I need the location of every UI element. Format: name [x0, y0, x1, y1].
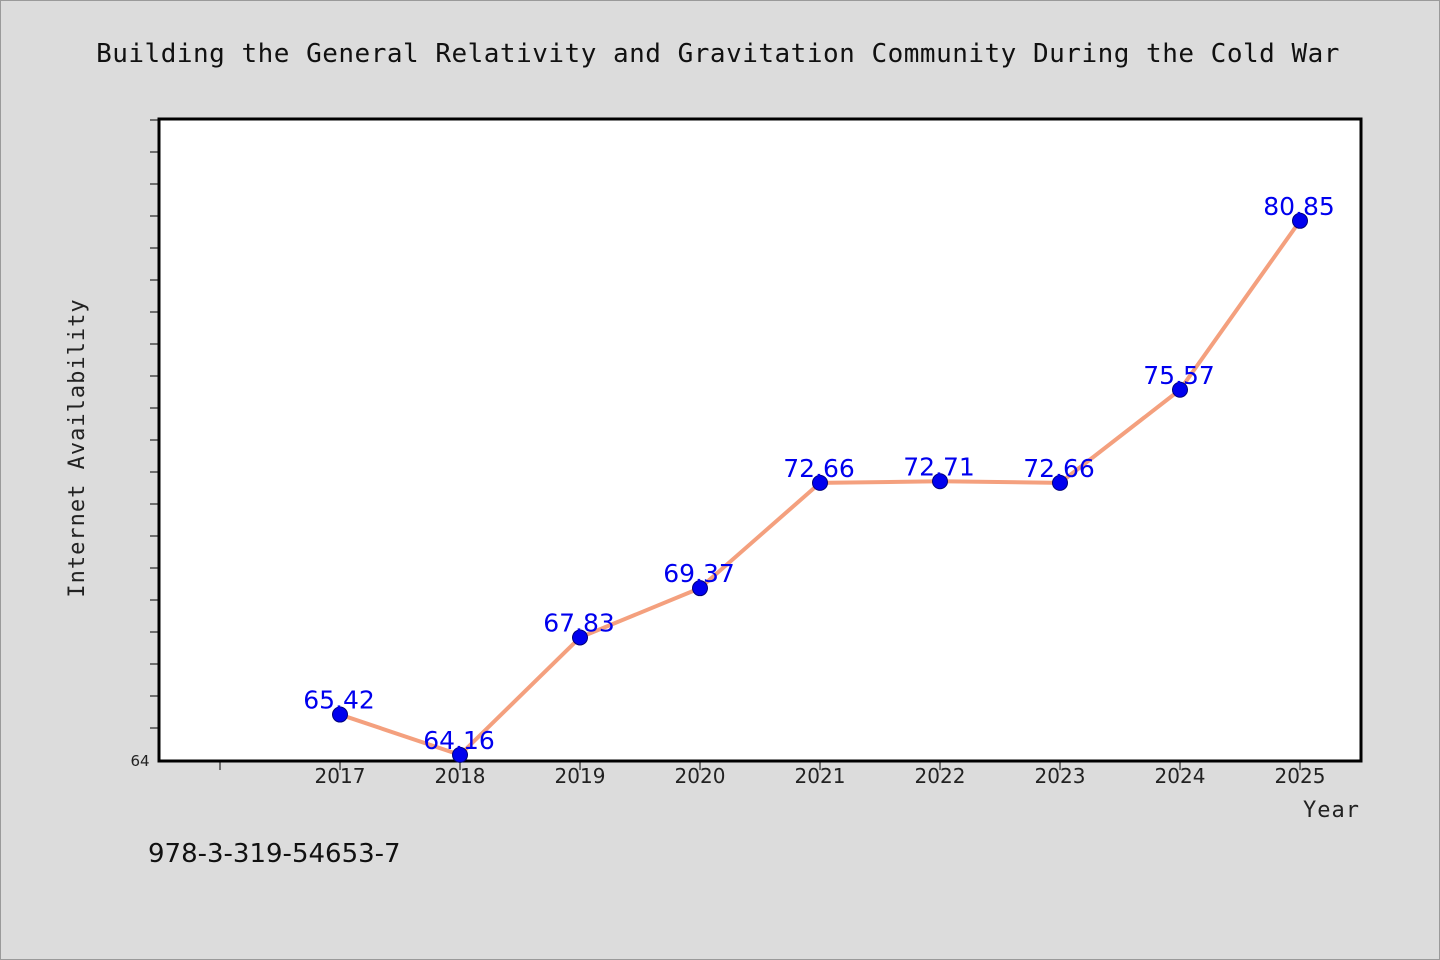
data-point-marker	[932, 473, 948, 490]
plot-area	[157, 117, 1363, 763]
data-value-label: 80.85	[1263, 192, 1335, 221]
x-tick-label: 2020	[675, 764, 726, 788]
data-value-label: 64.16	[423, 726, 495, 755]
data-point-marker	[332, 706, 348, 723]
data-point-marker	[1292, 212, 1308, 229]
data-point-marker	[812, 474, 828, 491]
x-tick-label: 2022	[915, 764, 966, 788]
data-value-label: 67.83	[543, 608, 615, 637]
x-axis-ticks: 2017 2018 2019 2020 2021 2022 2023 2024 2025	[219, 760, 1326, 788]
isbn-footnote: 978-3-319-54653-7	[148, 839, 401, 869]
y-axis-label: Internet Availability	[65, 298, 90, 597]
x-tick-label: 2024	[1155, 764, 1206, 788]
x-tick-label: 2018	[435, 764, 486, 788]
x-axis-label: Year	[1303, 798, 1360, 823]
data-point-marker	[572, 629, 588, 646]
data-value-label: 72.66	[783, 454, 855, 483]
y-axis-ticks	[150, 119, 160, 729]
data-value-label: 72.66	[1023, 454, 1095, 483]
x-tick-label: 2023	[1035, 764, 1086, 788]
data-value-label: 72.71	[903, 452, 975, 481]
x-tick-label: 2019	[555, 764, 606, 788]
x-tick-label: 2017	[315, 764, 366, 788]
data-value-label: 65.42	[303, 686, 375, 715]
data-value-label: 69.37	[663, 559, 735, 588]
data-point-marker	[1172, 381, 1188, 398]
data-point-marker	[452, 746, 468, 763]
x-tick-label: 2025	[1275, 764, 1326, 788]
y-axis-min-label: 64	[130, 752, 149, 770]
data-point-marker	[692, 580, 708, 597]
series-group: 65.42 64.16 67.83 69.37 72.66 72.71 72.66 75.57…	[303, 192, 1335, 763]
data-point-marker	[1052, 474, 1068, 491]
x-tick-label: 2021	[795, 764, 846, 788]
chart-title: Building the General Relativity and Grav…	[96, 39, 1340, 69]
data-value-label: 75.57	[1143, 361, 1215, 390]
